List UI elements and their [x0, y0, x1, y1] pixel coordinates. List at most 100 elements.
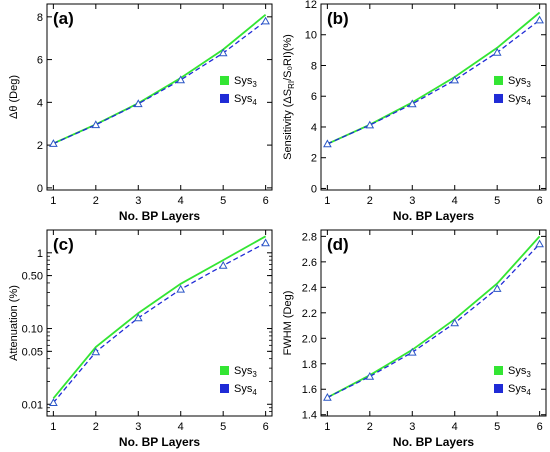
x-tick-label: 5	[220, 195, 226, 207]
y-tick-label: 0.01	[22, 399, 43, 411]
x-axis-label: No. BP Layers	[393, 435, 474, 449]
x-tick-label: 2	[367, 421, 373, 433]
data-point-sys4	[407, 347, 417, 356]
legend-label-main: Sys	[234, 75, 253, 87]
series-line-sys4	[327, 243, 541, 399]
y-tick-label: 1.8	[302, 359, 317, 371]
y-tick-label: 2.4	[302, 282, 317, 294]
legend-label-sys3: Sys3	[234, 365, 257, 379]
legend-label-sys3: Sys3	[234, 75, 257, 89]
panel-label: (a)	[53, 9, 74, 28]
data-point-sys4	[450, 75, 460, 84]
y-tick-label: 6	[311, 91, 317, 103]
x-axis-label: No. BP Layers	[119, 209, 200, 223]
y-tick-label: 4	[311, 122, 317, 134]
data-point-sys4	[218, 260, 228, 269]
panel-label: (d)	[327, 235, 349, 254]
x-tick-label: 4	[452, 421, 458, 433]
legend-swatch-sys3	[220, 75, 229, 85]
x-tick-label: 5	[220, 421, 226, 433]
series-line-sys3	[53, 14, 267, 145]
x-tick-label: 1	[324, 421, 330, 433]
data-point-sys4	[176, 284, 186, 293]
y-tick-label: 4	[37, 97, 43, 109]
legend-label-main: Sys	[508, 93, 527, 105]
y-tick-label: 2	[311, 153, 317, 165]
y-tick-label: 2.2	[302, 308, 317, 320]
y-tick-label: 6	[37, 55, 43, 67]
legend-label-main: Sys	[508, 75, 527, 87]
y-tick-label: 0.10	[22, 324, 43, 336]
y-axis-label-main: Δθ (Deg)	[8, 75, 20, 119]
x-tick-label: 6	[263, 421, 269, 433]
y-tick-label: 2.0	[302, 333, 317, 345]
x-axis-label: No. BP Layers	[393, 209, 474, 223]
legend-swatch-sys4	[220, 384, 229, 393]
legend-label-sys4: Sys4	[234, 383, 257, 397]
data-point-sys4	[91, 347, 101, 356]
panel-c: 1 2 3 4 5 6 0.01 0.05 0.10 0.50 1 No. BP Layers Atte…	[8, 229, 273, 449]
y-tick-label: 10	[305, 30, 317, 42]
series-line-sys3	[327, 11, 541, 145]
x-tick-label: 3	[135, 421, 141, 433]
plot-frame	[320, 3, 547, 191]
y-tick-label: 12	[305, 0, 317, 11]
x-tick-label: 3	[135, 195, 141, 207]
data-point-sys4	[133, 313, 143, 322]
y-axis-label-main: Attenuation (%)	[8, 285, 20, 361]
panel-d: 1 2 3 4 5 6 1.4 1.6 1.8 2.0 2.2 2.4 2.6 2.8 No. BP Lay…	[282, 229, 547, 449]
data-point-sys4	[133, 99, 143, 108]
legend-label-main: Sys	[234, 365, 253, 377]
data-point-sys4	[535, 239, 544, 248]
legend-swatch-sys4	[494, 384, 503, 393]
y-axis-label: Δθ (Deg)	[8, 75, 20, 119]
y-tick-label: 0.05	[22, 346, 43, 358]
y-tick-label: 0	[311, 183, 317, 195]
y-tick-label: 8	[311, 60, 317, 72]
legend-label-sys4: Sys4	[234, 93, 257, 107]
legend-label-main: Sys	[234, 93, 253, 105]
x-tick-label: 2	[93, 195, 99, 207]
data-point-sys4	[323, 392, 332, 401]
panel-label: (b)	[327, 9, 349, 28]
plot-frame	[46, 3, 273, 191]
y-tick-label: 2.6	[302, 257, 317, 269]
y-axis-label: Sensitivity (ΔSRI/S₀RI)(%)	[282, 34, 296, 160]
legend-swatch-sys3	[494, 75, 503, 85]
data-point-sys4	[176, 75, 186, 84]
legend-label-main: Sys	[508, 365, 527, 377]
x-tick-label: 4	[452, 195, 458, 207]
data-point-sys4	[323, 139, 332, 148]
y-tick-label: 1	[37, 248, 43, 260]
x-tick-label: 4	[178, 195, 184, 207]
y-tick-label: 0.50	[22, 271, 43, 283]
data-point-sys4	[218, 48, 228, 57]
x-tick-label: 2	[367, 195, 373, 207]
legend-label-main: Sys	[508, 383, 527, 395]
data-point-sys4	[407, 99, 417, 108]
x-tick-label: 6	[537, 421, 543, 433]
x-tick-label: 1	[50, 421, 56, 433]
x-tick-label: 5	[494, 421, 500, 433]
data-point-sys4	[365, 371, 375, 380]
legend-label-sys3: Sys3	[508, 365, 531, 379]
y-axis-label-sub: RI	[287, 81, 296, 89]
legend-label-sub: 3	[252, 80, 257, 89]
y-axis-label: FWHM (Deg)	[282, 291, 294, 356]
plot-frame	[320, 229, 547, 417]
x-tick-label: 2	[93, 421, 99, 433]
legend-label-sub: 3	[526, 370, 531, 379]
y-tick-label: 1.4	[302, 410, 317, 422]
x-tick-label: 1	[324, 195, 330, 207]
series-line-sys4	[53, 20, 266, 145]
data-point-sys4	[91, 120, 101, 129]
legend-label-sub: 3	[526, 80, 531, 89]
x-tick-label: 5	[494, 195, 500, 207]
x-tick-label: 6	[537, 195, 543, 207]
data-point-sys4	[49, 398, 58, 406]
y-axis-label-main: FWHM (Deg)	[282, 291, 294, 356]
data-point-sys4	[535, 15, 544, 24]
legend-label-sys3: Sys3	[508, 75, 531, 89]
legend-label-sub: 4	[526, 98, 531, 107]
